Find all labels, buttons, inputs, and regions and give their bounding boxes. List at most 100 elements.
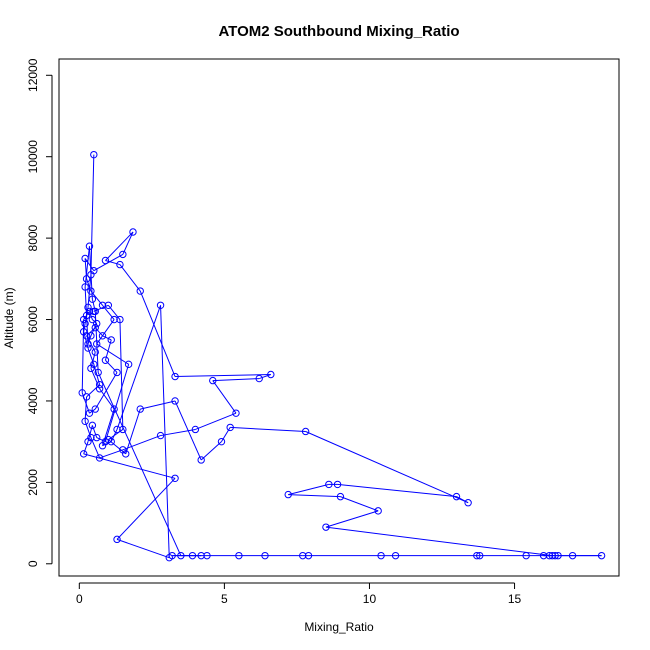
series-line-segment [325,510,379,528]
data-point [94,368,102,377]
y-tick-label: 8000 [26,224,40,251]
data-point [85,409,94,417]
data-point [81,254,89,263]
series-line-segment [116,305,162,430]
data-point [107,336,115,344]
series-line-segment [125,408,141,455]
data-point [87,364,95,373]
series-line-segment [119,319,124,430]
data-point [476,551,484,560]
data-point [522,551,530,560]
data-point [93,433,101,442]
data-point [101,356,110,364]
series-line-segment [99,388,115,410]
data-point [554,551,562,560]
series-line-segment [91,299,96,312]
data-point [568,551,577,560]
data-point [209,376,217,385]
data-point [191,425,200,434]
data-point [171,474,179,482]
series-line-segment [86,278,92,292]
data-point [301,427,310,436]
x-axis-label: Mixing_Ratio [304,620,374,634]
y-axis: 0 2000 4000 6000 8000 10000 12000 [26,58,53,567]
data-point [110,315,118,324]
data-point [88,295,97,303]
data-point [136,287,144,295]
series-line-segment [212,378,260,382]
series-line-segment [288,494,341,498]
data-point [377,551,385,560]
data-point [85,307,94,316]
data-point [156,431,165,440]
series-line-segment [337,483,457,498]
x-axis: 0 5 10 15 [76,582,522,606]
data-point [325,480,333,489]
series-line-segment [105,231,134,261]
y-axis-label: Altitude (m) [2,287,16,348]
series-line-segment [160,428,196,437]
series-line-segment [116,477,176,540]
data-point [539,551,548,560]
data-point [261,551,269,560]
data-point [122,450,130,458]
series-line-segment [212,380,237,414]
data-point [93,340,101,348]
series-line-segment [88,311,93,320]
data-point [217,437,226,446]
data-point [95,385,104,393]
data-point [267,370,275,379]
data-point [110,405,118,413]
data-point [81,283,89,291]
data-point [85,242,94,250]
series-lines [81,154,602,559]
series-line-segment [122,435,161,451]
data-point [597,551,606,560]
data-point [548,551,556,560]
series-line-segment [81,319,85,393]
x-tick-label: 10 [363,592,377,606]
series-line-segment [102,335,112,341]
data-point [82,275,91,283]
data-point [116,260,124,269]
data-point [473,551,481,560]
data-point [81,417,89,426]
series-line-segment [175,373,271,378]
series-line-segment [84,246,90,288]
data-point [98,301,107,309]
series-line-segment [221,427,231,442]
data-point [91,348,99,356]
series-line-segment [87,335,92,345]
data-point [113,535,121,544]
series-line-segment [94,311,99,373]
y-tick-label: 12000 [26,58,40,92]
data-point [119,425,127,434]
data-point [113,368,121,377]
data-point [226,423,234,432]
series-line-segment [105,359,118,373]
series-line-segment [87,274,92,308]
data-point [90,150,98,159]
series-line-segment [160,305,170,558]
data-point [171,397,179,405]
series-line-segment [195,412,237,430]
data-point [81,319,89,328]
data-point [95,454,104,462]
data-point [168,551,176,560]
data-point [93,319,101,328]
data-point [551,551,559,560]
data-point [84,437,92,446]
data-point [90,266,98,275]
data-point [284,490,292,499]
data-point [88,421,97,430]
data-point [322,523,330,531]
data-point [101,256,110,265]
series-line-segment [96,343,129,365]
data-point [87,287,95,295]
series-line-segment [305,431,469,504]
series-line-segment [90,154,95,275]
data-point [129,228,137,236]
x-tick-label: 5 [221,592,228,606]
data-point [232,409,240,417]
data-point [177,551,185,560]
